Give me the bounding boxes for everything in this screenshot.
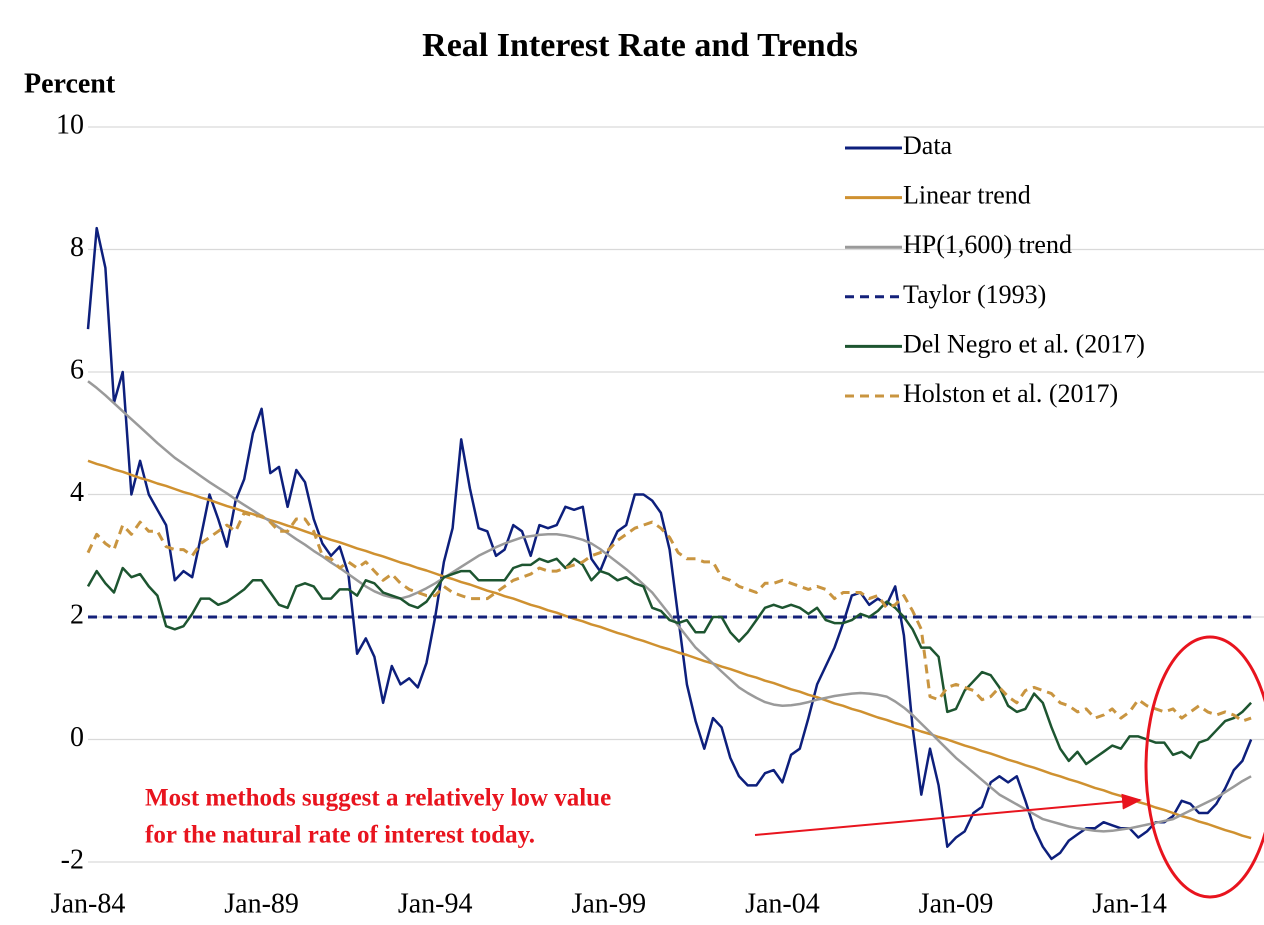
series-line bbox=[86, 226, 1253, 861]
series-line bbox=[86, 557, 1253, 766]
y-tick-label: 2 bbox=[70, 599, 84, 630]
y-tick-label: 8 bbox=[70, 232, 84, 263]
legend: Data Linear trend HP(1,600) trend Taylor (1… bbox=[845, 131, 1145, 408]
annotation: for the natural rate of interest today. bbox=[145, 822, 535, 849]
x-tick-label: Jan-04 bbox=[745, 888, 820, 919]
x-tick-label: Jan-84 bbox=[51, 888, 126, 919]
y-tick-label: 10 bbox=[56, 109, 84, 140]
legend-label: HP(1,600) trend bbox=[903, 230, 1072, 259]
y-tick-label: 0 bbox=[70, 722, 84, 753]
y-tick-label: 6 bbox=[70, 354, 84, 385]
x-tick-label: Jan-94 bbox=[398, 888, 473, 919]
x-tick-label: Jan-99 bbox=[571, 888, 646, 919]
y-tick-label: 4 bbox=[70, 477, 84, 508]
plot-lines bbox=[86, 226, 1253, 861]
highlight-ellipse bbox=[1144, 635, 1264, 899]
chart-title: Real Interest Rate and Trends bbox=[422, 27, 858, 64]
x-tick-label: Jan-14 bbox=[1092, 888, 1167, 919]
legend-label: Linear trend bbox=[903, 181, 1031, 210]
legend-label: Taylor (1993) bbox=[903, 280, 1046, 309]
legend-label: Holston et al. (2017) bbox=[903, 379, 1118, 408]
annotation: Most methods suggest a relatively low va… bbox=[145, 785, 611, 812]
grid: -2 0 2 4 6 8 10 Jan-84 Jan-89 Jan-94 Jan-99 Jan-04 J… bbox=[51, 109, 1264, 919]
x-tick-label: Jan-89 bbox=[224, 888, 299, 919]
series-line bbox=[87, 380, 1252, 833]
y-tick-label: -2 bbox=[61, 844, 84, 875]
series-line bbox=[87, 459, 1252, 840]
y-axis-label: Percent bbox=[24, 68, 116, 99]
legend-label: Data bbox=[903, 131, 953, 160]
annotation-arrow bbox=[754, 793, 1142, 836]
x-tick-label: Jan-09 bbox=[919, 888, 994, 919]
series-line bbox=[86, 511, 1252, 723]
legend-label: Del Negro et al. (2017) bbox=[903, 329, 1145, 358]
